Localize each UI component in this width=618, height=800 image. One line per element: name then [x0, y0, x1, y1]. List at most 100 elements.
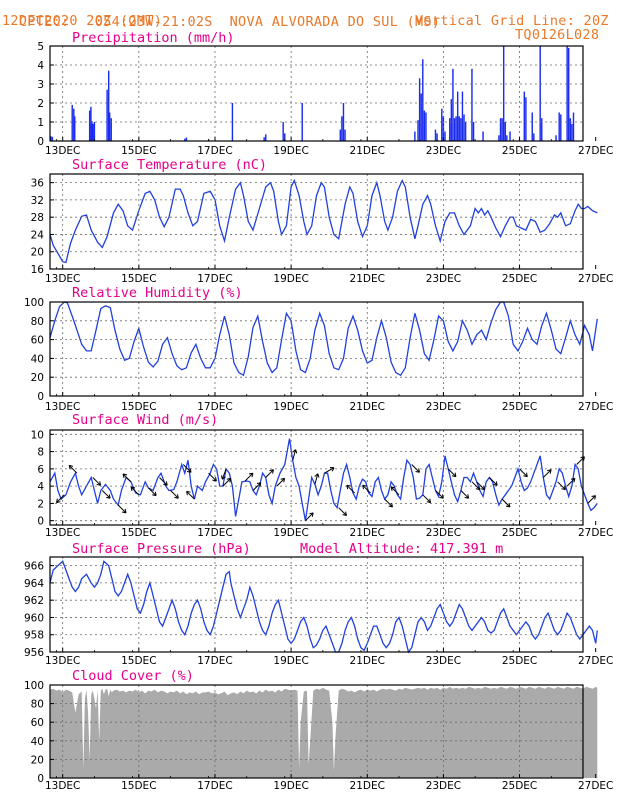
model-altitude: Model Altitude: 417.391 m — [300, 541, 503, 557]
x-tick-label: 19DEC — [273, 273, 308, 285]
x-tick-label: 17DEC — [197, 655, 232, 667]
precip-bar — [88, 110, 91, 141]
wind-arrow — [208, 472, 217, 482]
x-tick-label: 15DEC — [121, 780, 156, 792]
wind-arrow — [159, 477, 168, 486]
x-tick-label: 25DEC — [502, 401, 537, 413]
precip-bar — [50, 136, 52, 141]
y-tick-label: 32 — [31, 195, 44, 207]
precip-bar — [282, 122, 284, 141]
wind-arrow — [362, 484, 371, 494]
x-tick-label: 13DEC — [45, 655, 80, 667]
precip-bar — [558, 112, 560, 141]
pres-series — [49, 560, 598, 654]
wind-arrow — [471, 481, 481, 491]
precip-bar — [106, 89, 108, 141]
x-tick-label: 23DEC — [426, 527, 461, 539]
precip-bar — [464, 122, 467, 141]
precip-bar — [572, 112, 575, 141]
wind-arrow — [117, 504, 127, 514]
x-tick-label: 15DEC — [121, 655, 156, 667]
precip-bar — [434, 129, 437, 141]
y-tick-label: 16 — [31, 264, 45, 276]
temp-title: Surface Temperature (nC) — [72, 157, 267, 173]
x-tick-label: 17DEC — [197, 527, 232, 539]
precip-bar — [51, 136, 54, 141]
wind-vectors — [56, 449, 596, 522]
wind-arrow — [265, 469, 274, 478]
precip-bar — [498, 135, 500, 141]
wind-arrow — [305, 512, 314, 522]
y-tick-label: 80 — [31, 316, 44, 328]
wind-arrow — [390, 486, 400, 496]
precip-bar — [449, 118, 451, 141]
panel-frame — [49, 429, 584, 526]
x-tick-label: 15DEC — [121, 145, 156, 157]
wind-arrow — [447, 468, 457, 478]
temp-line — [49, 178, 598, 264]
wind-arrow — [435, 490, 444, 499]
wind-arrow — [314, 473, 320, 485]
panel-frame — [49, 684, 584, 779]
x-tick-label: 25DEC — [502, 145, 537, 157]
y-tick-label: 3 — [37, 79, 44, 91]
x-tick-label: 19DEC — [273, 145, 308, 157]
source-label: CPTEC: — [18, 14, 70, 30]
precip-bar — [341, 116, 343, 141]
precip-bar — [263, 137, 265, 141]
panel-wind: 13DEC 15DEC 17DEC 19DEC 21DEC 23DEC 25DEC 27DEC… — [31, 412, 614, 539]
precip-bar — [509, 131, 511, 141]
wind-arrow — [292, 449, 298, 461]
precip-bar — [441, 108, 443, 141]
x-tick-label: 15DEC — [121, 273, 156, 285]
wind-arrow — [276, 477, 286, 487]
wind-title: Surface Wind (m/s) — [72, 412, 218, 428]
precip-bar — [231, 103, 234, 141]
wind-arrow — [501, 498, 511, 508]
y-tick-label: 956 — [24, 647, 44, 659]
precip-bar — [456, 91, 459, 141]
panel-frame — [49, 556, 584, 653]
precip-bar — [184, 138, 186, 141]
wind-arrow — [346, 484, 355, 494]
wind-arrow — [186, 490, 195, 500]
y-tick-label: 966 — [24, 561, 44, 573]
precip-bar — [301, 103, 303, 141]
y-tick-label: 958 — [24, 630, 44, 642]
x-tick-label: 17DEC — [197, 780, 232, 792]
precip-bar — [339, 129, 342, 141]
x-tick-label: 13DEC — [45, 780, 80, 792]
precip-bar — [91, 121, 93, 141]
run-time: 12DEC2020 20Z (GMT) — [2, 13, 163, 29]
precip-bar — [523, 91, 526, 141]
precip-bar — [471, 68, 473, 141]
y-tick-label: 28 — [31, 212, 44, 224]
panel-temp: 13DEC 15DEC 17DEC 19DEC 21DEC 23DEC 25DEC 27DEC… — [31, 157, 614, 285]
precip-bar — [531, 112, 533, 141]
rh-series — [49, 301, 598, 377]
precip-bar — [342, 103, 345, 141]
precip-bar — [525, 97, 527, 141]
precip-bar — [541, 118, 543, 141]
y-tick-label: 20 — [31, 247, 44, 259]
y-tick-label: 10 — [31, 429, 44, 441]
cloud-title: Cloud Cover (%) — [72, 668, 194, 684]
precip-bar — [482, 131, 484, 141]
precip-bar — [502, 46, 505, 141]
x-tick-label: 19DEC — [273, 655, 308, 667]
temp-series — [49, 178, 598, 264]
precip-bar — [539, 46, 541, 141]
wind-arrow — [56, 494, 65, 504]
grid-note: Vertical Grid Line: 20Z — [415, 13, 609, 29]
x-tick-label: 21DEC — [350, 401, 385, 413]
precip-bar — [93, 122, 96, 141]
precip-bar — [436, 133, 438, 141]
precip-bar — [461, 91, 464, 141]
precip-bar — [501, 118, 503, 141]
y-tick-label: 0 — [37, 136, 44, 148]
coordinates: 054:23W-21:02S — [94, 14, 213, 30]
header-line-1: CPTEC: 054:23W-21:02S NOVA ALVORADA DO S… — [2, 1, 440, 29]
y-tick-label: 0 — [37, 516, 44, 528]
y-tick-label: 80 — [31, 699, 44, 711]
